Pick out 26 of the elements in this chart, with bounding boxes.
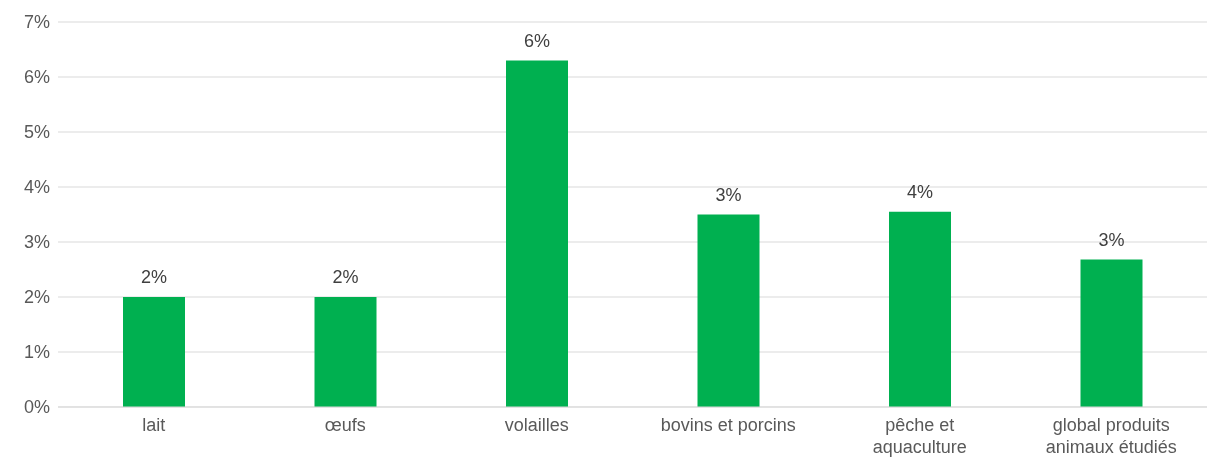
bar xyxy=(314,297,377,407)
y-tick-label: 0% xyxy=(23,397,50,418)
y-tick-label: 6% xyxy=(23,67,50,88)
data-label: 4% xyxy=(906,181,934,202)
x-tick-label: bovins et porcins xyxy=(660,415,796,435)
y-tick-label: 3% xyxy=(23,232,50,253)
y-tick-label: 2% xyxy=(23,287,50,308)
x-tick-label: volailles xyxy=(504,415,569,435)
data-label: 2% xyxy=(140,267,168,287)
y-tick-label: 4% xyxy=(23,177,50,198)
x-tick-label: pêche et aquaculture xyxy=(872,415,967,457)
bar xyxy=(697,214,760,407)
bar xyxy=(1080,259,1143,407)
data-label: 6% xyxy=(523,30,551,51)
y-tick-label: 1% xyxy=(23,342,50,363)
bar xyxy=(889,211,951,407)
bar xyxy=(123,297,185,407)
y-tick-label: 7% xyxy=(23,12,50,33)
bar xyxy=(506,60,568,407)
data-label: 2% xyxy=(332,267,359,287)
x-tick-label: lait xyxy=(142,415,166,435)
x-tick-label: global produits animaux étudiés xyxy=(1045,415,1177,457)
data-label: 3% xyxy=(1098,229,1125,250)
x-tick-label: œufs xyxy=(324,415,366,435)
y-tick-label: 5% xyxy=(23,122,50,143)
data-label: 3% xyxy=(715,184,742,205)
